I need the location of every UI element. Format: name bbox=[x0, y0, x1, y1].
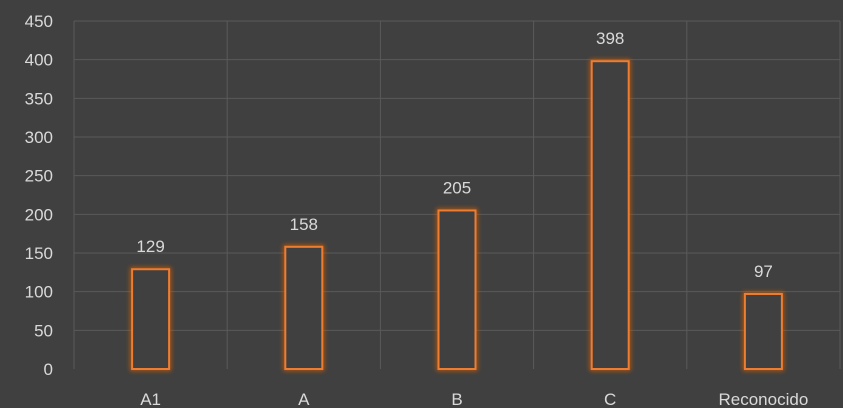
y-tick-label: 250 bbox=[25, 167, 53, 186]
bar-c bbox=[592, 61, 629, 369]
bar-b bbox=[439, 210, 476, 369]
data-label: 398 bbox=[596, 29, 624, 48]
y-tick-label: 0 bbox=[44, 360, 53, 379]
x-tick-label: A bbox=[298, 390, 310, 408]
bar-a bbox=[285, 247, 322, 369]
x-tick-label: Reconocido bbox=[719, 390, 809, 408]
y-tick-label: 400 bbox=[25, 51, 53, 70]
y-tick-label: 100 bbox=[25, 283, 53, 302]
x-tick-label: C bbox=[604, 390, 616, 408]
x-axis-tick-labels: A1 A B C Reconocido bbox=[140, 390, 808, 408]
bar-a1 bbox=[132, 269, 169, 369]
y-tick-label: 300 bbox=[25, 128, 53, 147]
bars bbox=[132, 61, 782, 369]
y-tick-label: 450 bbox=[25, 12, 53, 31]
x-tick-label: A1 bbox=[140, 390, 161, 408]
data-label: 158 bbox=[290, 215, 318, 234]
y-axis-tick-labels: 0 50 100 150 200 250 300 350 400 450 bbox=[25, 12, 53, 379]
data-label: 97 bbox=[754, 262, 773, 281]
y-tick-label: 150 bbox=[25, 244, 53, 263]
bar-reconocido bbox=[745, 294, 782, 369]
y-tick-label: 350 bbox=[25, 89, 53, 108]
data-label: 205 bbox=[443, 178, 471, 197]
data-label: 129 bbox=[136, 237, 164, 256]
y-tick-label: 50 bbox=[34, 321, 53, 340]
x-tick-label: B bbox=[451, 390, 462, 408]
y-tick-label: 200 bbox=[25, 205, 53, 224]
